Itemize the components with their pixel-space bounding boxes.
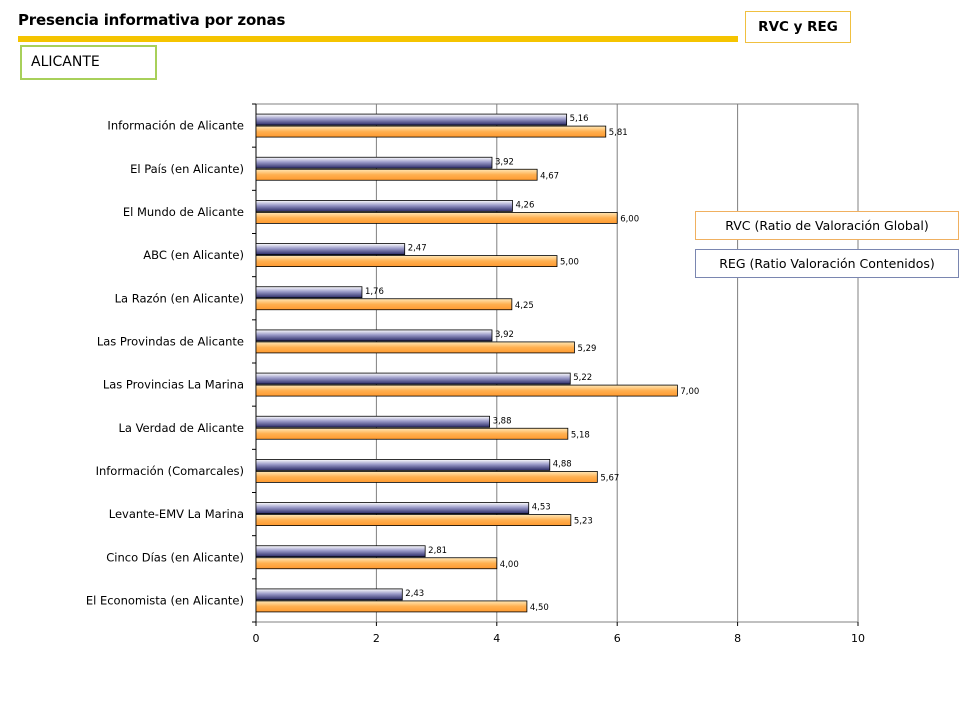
value-label-rvc: 2,47 bbox=[408, 244, 427, 254]
plot-frame bbox=[255, 103, 859, 623]
x-tick-label: 10 bbox=[851, 632, 865, 645]
bar-reg bbox=[255, 168, 538, 181]
value-label-rvc: 5,16 bbox=[570, 114, 589, 124]
bar-rvc bbox=[255, 588, 403, 601]
page-title: Presencia informativa por zonas bbox=[18, 11, 286, 29]
bar-rvc bbox=[255, 286, 363, 299]
bar-reg bbox=[255, 384, 678, 397]
category-label: ABC (en Alicante) bbox=[143, 248, 244, 262]
bar-reg bbox=[255, 341, 575, 354]
value-label-reg: 5,81 bbox=[609, 128, 628, 138]
bar-reg bbox=[255, 212, 618, 224]
section-tag: RVC y REG bbox=[745, 11, 851, 43]
bar-reg bbox=[255, 471, 598, 483]
value-label-rvc: 4,88 bbox=[553, 459, 572, 469]
category-label: Cinco Días (en Alicante) bbox=[106, 550, 244, 564]
legend-reg: REG (Ratio Valoración Contenidos) bbox=[695, 249, 959, 278]
value-label-reg: 4,67 bbox=[540, 171, 559, 181]
value-label-rvc: 4,53 bbox=[532, 503, 551, 513]
bar-rvc bbox=[255, 415, 490, 428]
value-label-rvc: 3,88 bbox=[493, 416, 512, 426]
value-label-reg: 5,29 bbox=[577, 344, 596, 354]
category-label: El Mundo de Alicante bbox=[123, 205, 244, 219]
value-label-rvc: 2,43 bbox=[405, 589, 424, 599]
value-label-rvc: 3,92 bbox=[495, 330, 514, 340]
x-tick-label: 4 bbox=[493, 632, 500, 645]
value-label-rvc: 1,76 bbox=[365, 287, 384, 297]
bar-rvc bbox=[255, 502, 530, 514]
region-label: ALICANTE bbox=[20, 45, 157, 80]
value-label-rvc: 5,22 bbox=[573, 373, 592, 383]
bar-reg bbox=[255, 427, 569, 440]
plot-area: 0 2 4 6 8 10 Información de Alicante 5,16 5,81 El… bbox=[86, 103, 865, 645]
category-label: Información (Comarcales) bbox=[96, 464, 244, 478]
value-label-rvc: 3,92 bbox=[495, 157, 514, 167]
bar-rvc bbox=[255, 372, 571, 385]
bar-reg bbox=[255, 514, 572, 526]
value-label-reg: 4,00 bbox=[500, 560, 519, 570]
value-label-reg: 5,00 bbox=[560, 258, 579, 268]
value-label-reg: 5,18 bbox=[571, 430, 590, 440]
value-label-reg: 4,50 bbox=[530, 603, 549, 613]
category-label: Las Provindas de Alicante bbox=[97, 334, 244, 348]
value-label-reg: 5,23 bbox=[574, 517, 593, 527]
bar-rvc bbox=[255, 329, 493, 342]
category-label: Las Provincias La Marina bbox=[103, 378, 244, 392]
value-label-rvc: 2,81 bbox=[428, 546, 447, 556]
category-label: Levante-EMV La Marina bbox=[109, 507, 244, 521]
value-label-reg: 7,00 bbox=[680, 387, 699, 397]
category-label: El Economista (en Alicante) bbox=[86, 593, 244, 607]
bar-reg bbox=[255, 125, 607, 138]
bar-rvc bbox=[255, 200, 513, 212]
bar-rvc bbox=[255, 545, 426, 558]
category-label: El País (en Alicante) bbox=[130, 162, 244, 176]
bar-rvc bbox=[255, 459, 551, 471]
category-label: Información de Alicante bbox=[107, 119, 244, 133]
value-label-reg: 5,67 bbox=[600, 473, 619, 483]
bar-reg bbox=[255, 600, 528, 613]
bar-rvc bbox=[255, 113, 568, 126]
category-label: La Razón (en Alicante) bbox=[115, 291, 244, 305]
bar-reg bbox=[255, 557, 498, 570]
bar-rvc bbox=[255, 156, 493, 169]
x-tick-label: 8 bbox=[734, 632, 741, 645]
header-divider-bar bbox=[18, 36, 738, 42]
value-label-reg: 4,25 bbox=[515, 301, 534, 311]
bar-reg bbox=[255, 255, 558, 267]
x-tick-label: 6 bbox=[614, 632, 621, 645]
bar-reg bbox=[255, 298, 513, 311]
value-label-rvc: 4,26 bbox=[515, 200, 534, 210]
value-label-reg: 6,00 bbox=[620, 214, 639, 224]
legend-rvc: RVC (Ratio de Valoración Global) bbox=[695, 211, 959, 240]
category-label: La Verdad de Alicante bbox=[118, 421, 244, 435]
x-tick-label: 2 bbox=[373, 632, 380, 645]
bar-rvc bbox=[255, 243, 406, 255]
x-tick-label: 0 bbox=[253, 632, 260, 645]
